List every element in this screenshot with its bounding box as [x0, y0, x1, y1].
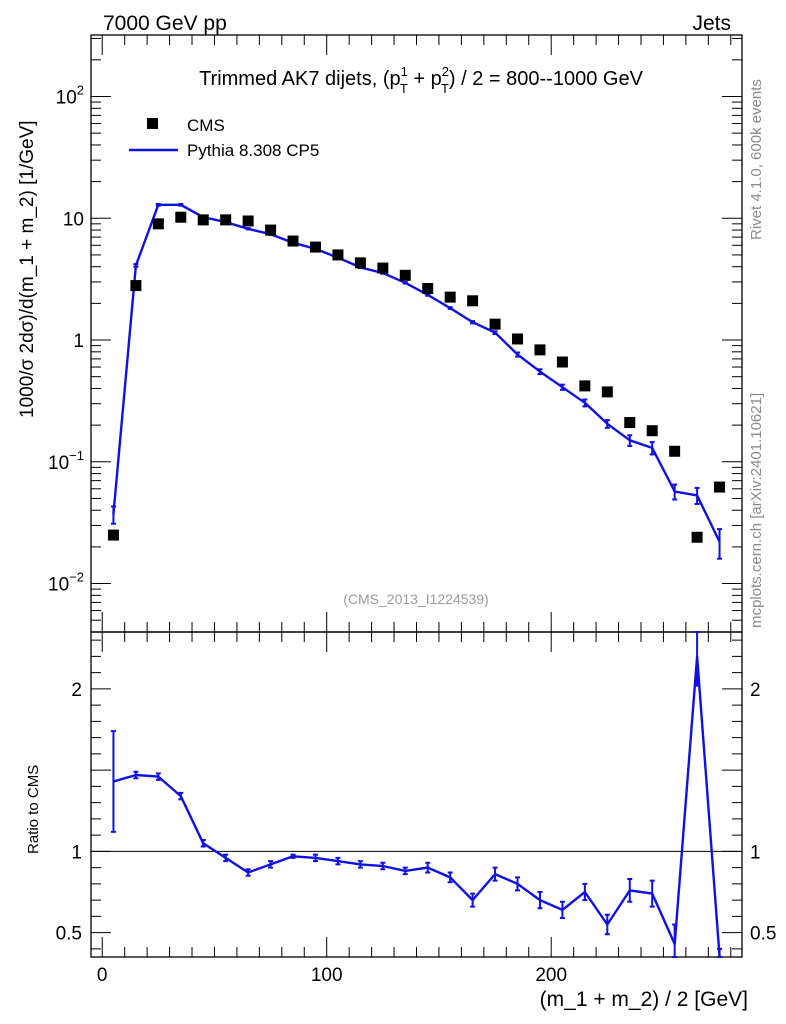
- main-panel: 10−2 10−1 1 10 102 Trimmed AK7 dijets, (p1 T …: [17, 34, 743, 633]
- data-point: [714, 481, 726, 493]
- x-axis-label: (m_1 + m_2) / 2 [GeV]: [540, 988, 748, 1011]
- rivet-label: Rivet 4.1.0, 600k events: [748, 79, 765, 240]
- data-point: [197, 214, 209, 226]
- data-point: [624, 417, 636, 429]
- ratio-ylabel: Ratio to CMS: [25, 765, 42, 854]
- data-point: [556, 356, 568, 368]
- data-point: [646, 425, 658, 437]
- header-left: 7000 GeV pp: [103, 12, 227, 35]
- data-point: [489, 318, 501, 330]
- data-point: [601, 386, 613, 398]
- legend-data-label: CMS: [187, 116, 225, 135]
- data-point: [669, 445, 681, 457]
- ratio-axis-ticks: [91, 632, 742, 957]
- data-point: [399, 269, 411, 281]
- data-point: [467, 295, 479, 307]
- data-point: [332, 249, 344, 261]
- main-ylabel: 1000/σ 2dσ)/d(m_1 + m_2) [1/GeV]: [17, 120, 38, 418]
- legend-data-marker: [147, 118, 158, 129]
- data-point: [444, 291, 456, 303]
- main-y-tick-label: 1: [73, 331, 84, 352]
- x-tick-label: 100: [311, 965, 343, 986]
- mc-line: [112, 203, 721, 543]
- ratio-y-tick-label-left: 1: [71, 842, 82, 863]
- main-y-tick-label: 10−1: [48, 448, 84, 474]
- data-point: [422, 282, 434, 294]
- data-point: [107, 529, 119, 541]
- main-title: Trimmed AK7 dijets, (p1 T + p2 T) / 2 = 80…: [199, 64, 644, 96]
- ratio-y-tick-label-left: 0.5: [56, 924, 82, 945]
- data-point: [152, 218, 164, 230]
- mc-series: [110, 202, 723, 560]
- data-point: [512, 333, 524, 345]
- ratio-tick-labels: 0.5 0.5 1 1 2 2 0 100 200: [56, 680, 777, 986]
- header-right: Jets: [692, 12, 731, 35]
- data-point: [377, 262, 389, 274]
- data-point: [242, 215, 254, 227]
- ratio-panel: 0.5 0.5 1 1 2 2 0 100 200 Ratio to CMS (m_1 + m_…: [25, 631, 777, 1011]
- legend-mc-label: Pythia 8.308 CP5: [187, 141, 319, 160]
- data-series: [107, 211, 726, 543]
- data-point: [534, 344, 546, 356]
- data-point: [579, 380, 591, 392]
- ratio-y-tick-label-right: 1: [750, 842, 761, 863]
- data-point: [354, 257, 366, 269]
- data-point: [309, 241, 321, 253]
- ratio-y-tick-label-right: 2: [750, 680, 761, 701]
- analysis-tag: (CMS_2013_I1224539): [343, 591, 489, 607]
- x-tick-label: 0: [97, 965, 108, 986]
- ratio-y-tick-label-left: 2: [71, 680, 82, 701]
- data-point: [220, 214, 232, 226]
- data-point: [175, 211, 187, 223]
- data-point: [691, 531, 703, 543]
- data-point: [265, 224, 277, 236]
- ratio-frame: [90, 631, 743, 958]
- legend: CMS Pythia 8.308 CP5: [129, 116, 319, 160]
- ratio-y-tick-label-right: 0.5: [750, 924, 776, 945]
- x-tick-label: 200: [535, 965, 567, 986]
- main-y-tick-label: 10−2: [48, 570, 84, 596]
- ratio-line: [113, 655, 721, 958]
- data-point: [130, 280, 142, 292]
- main-y-tick-label: 102: [56, 83, 84, 109]
- ratio-series: [110, 631, 723, 958]
- main-y-tick-label: 10: [63, 209, 84, 230]
- mcplots-label: mcplots.cern.ch [arXiv:2401.10621]: [748, 393, 765, 628]
- main-tick-labels: 10−2 10−1 1 10 102: [48, 83, 84, 596]
- data-point: [287, 235, 299, 247]
- main-axis-ticks: [91, 35, 742, 633]
